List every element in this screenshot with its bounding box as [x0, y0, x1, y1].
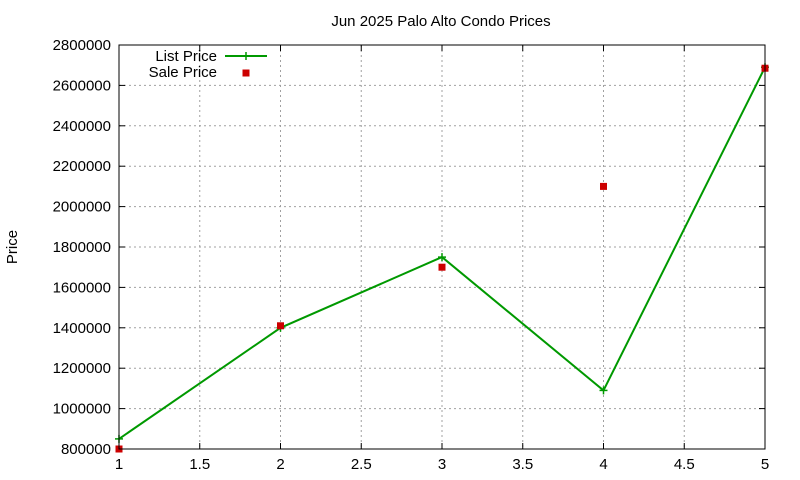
y-tick-label: 1000000 — [53, 401, 111, 418]
grid — [119, 45, 765, 449]
x-tick-label: 1 — [115, 456, 123, 473]
list-price-line — [118, 66, 766, 440]
legend-marker-sale-price — [242, 69, 250, 77]
y-tick-label: 2400000 — [53, 118, 111, 135]
y-tick-label: 2000000 — [53, 199, 111, 216]
y-tick-label: 1200000 — [53, 360, 111, 377]
sale-price-point — [277, 322, 284, 330]
legend-marker-list-price — [242, 52, 250, 60]
x-tick-label: 2 — [276, 456, 284, 473]
y-tick-label: 1600000 — [53, 279, 111, 296]
plot-area — [115, 63, 769, 453]
y-tick-label: 800000 — [61, 441, 111, 458]
x-tick-label: 3.5 — [512, 456, 533, 473]
x-tick-label: 4.5 — [674, 456, 695, 473]
x-tick-label: 5 — [761, 456, 769, 473]
y-tick-label: 1400000 — [53, 320, 111, 337]
sale-price-point — [600, 182, 607, 190]
y-tick-label: 2600000 — [53, 77, 111, 94]
legend-label-list-price: List Price — [155, 48, 217, 65]
axis-ticks: 1 1.5 2 2.5 3 3.5 4 4.5 5 800000 1000000 1200000 140… — [53, 37, 770, 473]
x-tick-label: 1.5 — [189, 456, 210, 473]
x-tick-label: 3 — [438, 456, 446, 473]
list-price-point — [438, 253, 446, 262]
x-tick-label: 4 — [599, 456, 607, 473]
y-tick-label: 2800000 — [53, 37, 111, 54]
chart-title: Jun 2025 Palo Alto Condo Prices — [331, 13, 550, 30]
sale-price-point — [438, 263, 446, 271]
y-axis-label: Price — [4, 230, 21, 264]
legend-label-sale-price: Sale Price — [149, 64, 217, 81]
y-tick-label: 1800000 — [53, 239, 111, 256]
list-price-point — [599, 386, 608, 395]
y-tick-label: 2200000 — [53, 158, 111, 175]
x-tick-label: 2.5 — [351, 456, 372, 473]
